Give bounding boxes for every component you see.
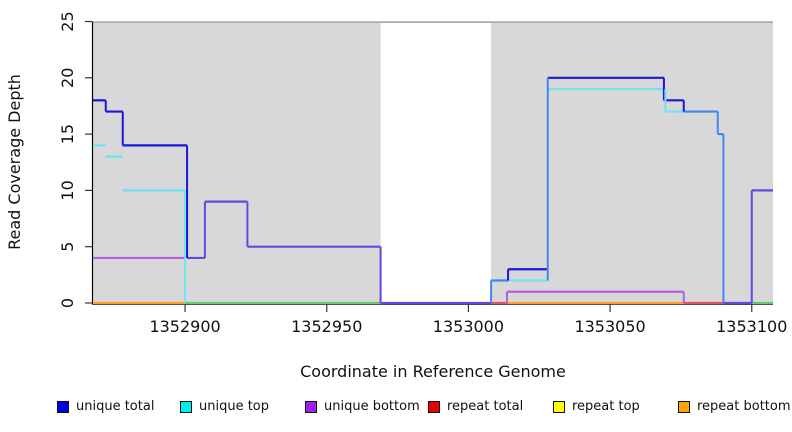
y-tick-label: 15 bbox=[58, 124, 77, 144]
legend-swatch-repeat-bottom bbox=[678, 401, 690, 413]
legend-label: unique total bbox=[76, 399, 155, 414]
y-tick-label: 0 bbox=[58, 298, 77, 308]
axis-tick-labels: 0 5 10 15 20 25 1352900 1352950 1353000 1353050 13… bbox=[58, 11, 787, 336]
legend-item-unique-total: unique total bbox=[57, 398, 154, 416]
coverage-lines bbox=[93, 76, 773, 305]
legend-label: unique bottom bbox=[324, 399, 420, 414]
legend-label: repeat bottom bbox=[697, 399, 791, 414]
legend-swatch-unique-bottom bbox=[305, 401, 317, 413]
y-tick-label: 20 bbox=[58, 68, 77, 88]
legend-item-unique-top: unique top bbox=[180, 398, 269, 416]
legend-item-repeat-top: repeat top bbox=[553, 398, 640, 416]
shaded-region bbox=[93, 21, 381, 303]
legend-item-repeat-total: repeat total bbox=[428, 398, 523, 416]
legend-label: unique top bbox=[199, 399, 270, 414]
legend-item-unique-bottom: unique bottom bbox=[305, 398, 420, 416]
legend-swatch-unique-total bbox=[57, 401, 69, 413]
legend-label: repeat top bbox=[572, 399, 640, 414]
y-tick-label: 25 bbox=[58, 11, 77, 31]
legend-item-repeat-bottom: repeat bottom bbox=[678, 398, 791, 416]
x-axis-title: Coordinate in Reference Genome bbox=[300, 362, 566, 381]
legend-swatch-repeat-total bbox=[428, 401, 440, 413]
legend-swatch-unique-top bbox=[180, 401, 192, 413]
legend-swatch-repeat-top bbox=[553, 401, 565, 413]
legend: unique total unique top unique bottom re… bbox=[0, 398, 792, 420]
y-tick-label: 10 bbox=[58, 180, 77, 200]
x-tick-label: 1352900 bbox=[149, 317, 220, 336]
panel-shading bbox=[93, 21, 773, 303]
x-tick-label: 1353100 bbox=[716, 317, 787, 336]
x-tick-label: 1352950 bbox=[291, 317, 362, 336]
y-tick-label: 5 bbox=[58, 242, 77, 252]
x-tick-label: 1353000 bbox=[433, 317, 504, 336]
axes bbox=[85, 20, 773, 312]
legend-label: repeat total bbox=[447, 399, 524, 414]
x-tick-label: 1353050 bbox=[574, 317, 645, 336]
y-axis-title: Read Coverage Depth bbox=[5, 74, 24, 250]
shaded-region bbox=[491, 21, 773, 303]
